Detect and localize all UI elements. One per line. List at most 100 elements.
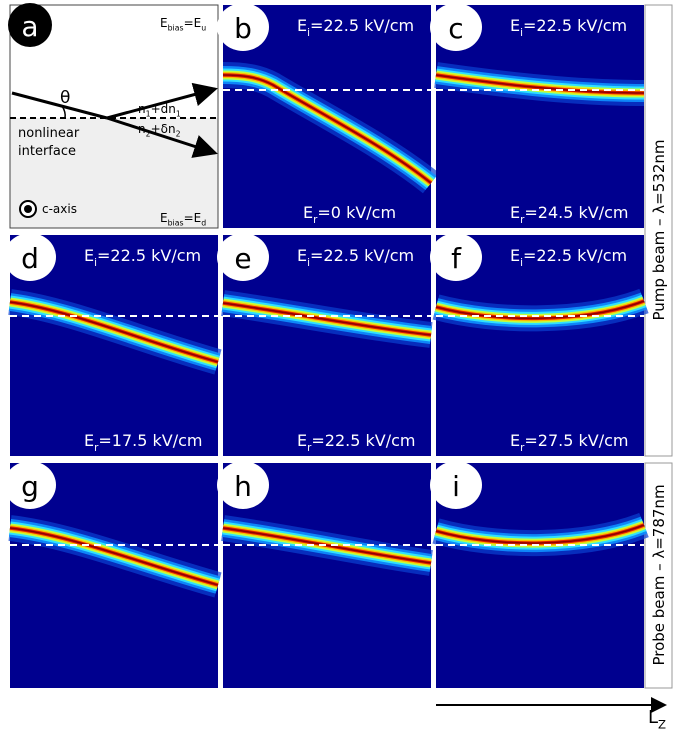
bias-label: Ebias=Ed (160, 211, 206, 228)
beam (435, 74, 645, 94)
text-run: =24.5 kV/cm (524, 203, 628, 222)
text-run: E (297, 246, 307, 265)
text-run: =22.5 kV/cm (310, 16, 414, 35)
text-run: r (94, 442, 99, 454)
text-run: r (313, 214, 318, 226)
axis-dot (24, 205, 32, 213)
field-label: Ei=22.5 kV/cm (297, 16, 414, 39)
letter-bg (4, 233, 56, 281)
field-label: Ei=22.5 kV/cm (510, 16, 627, 39)
panel-letter: b (234, 12, 252, 45)
field-label: Er=22.5 kV/cm (297, 431, 416, 454)
text-run: r (520, 214, 525, 226)
panel (8, 463, 222, 688)
text-run: r (307, 442, 312, 454)
text-run: d (201, 219, 206, 228)
panel (222, 5, 440, 228)
panel (221, 463, 433, 688)
field-label: Ei=22.5 kV/cm (510, 246, 627, 269)
beam (222, 302, 432, 336)
side-label: Pump beam – λ=532nm (650, 140, 668, 321)
text-run: 1 (146, 110, 151, 119)
interface-label: nonlinear (18, 126, 80, 141)
text-run: E (84, 246, 94, 265)
text-run: Z (658, 717, 666, 729)
lz-label: LZ (648, 707, 666, 729)
panel-letter: i (452, 470, 460, 503)
incident-ray (11, 91, 108, 120)
panel-letter: g (21, 470, 39, 503)
text-run: =E (184, 16, 202, 30)
text-run: +δn (151, 122, 176, 136)
angle-label: θ (60, 88, 70, 108)
text-run: =22.5 kV/cm (97, 246, 201, 265)
text-run: E (510, 246, 520, 265)
text-run: E (510, 16, 520, 35)
letter-bg (217, 233, 269, 281)
beam (222, 527, 432, 564)
side-label: Probe beam – λ=787nm (650, 484, 668, 665)
text-run: i (307, 27, 310, 39)
panel-letter: h (234, 470, 252, 503)
beam (435, 300, 645, 320)
panel (9, 4, 219, 229)
text-run: E (510, 203, 520, 222)
text-run: i (307, 257, 310, 269)
text-run: nonlinear (18, 126, 80, 141)
text-run: E (297, 431, 307, 450)
text-run: =E (184, 211, 202, 225)
text-run: 2 (176, 130, 181, 139)
text-run: =0 kV/cm (317, 203, 396, 222)
letter-bg (4, 461, 56, 509)
panel-letter: c (448, 12, 463, 45)
text-run: E (160, 211, 168, 225)
text-run: interface (18, 144, 76, 159)
text-run: E (160, 16, 168, 30)
index-label: n2+δn2 (138, 122, 181, 139)
beam (9, 527, 219, 586)
text-run: r (520, 442, 525, 454)
text-run: =22.5 kV/cm (310, 246, 414, 265)
text-run: +dn (151, 102, 176, 116)
text-run: 2 (146, 130, 151, 139)
text-run: u (201, 24, 206, 33)
letter-bg (430, 3, 482, 51)
field-label: Er=27.5 kV/cm (510, 431, 629, 454)
text-run: θ (60, 88, 70, 108)
beam (222, 74, 432, 184)
text-run: =27.5 kV/cm (524, 431, 628, 450)
axis-label: c-axis (42, 202, 77, 216)
text-run: E (84, 431, 94, 450)
reflected-ray (106, 82, 218, 120)
text-run: i (94, 257, 97, 269)
lower-medium (10, 118, 218, 228)
beam (435, 524, 645, 544)
side-box (644, 4, 673, 457)
field-label: Er=24.5 kV/cm (510, 203, 629, 226)
text-run: E (297, 16, 307, 35)
text-run: bias (168, 219, 184, 228)
letter-bg (217, 461, 269, 509)
text-run: i (520, 27, 523, 39)
letter-bg (217, 3, 269, 51)
text-run: E (303, 203, 313, 222)
text-run: L (648, 707, 658, 728)
field-label: Ei=22.5 kV/cm (297, 246, 414, 269)
beam (9, 301, 219, 363)
panel-letter: d (21, 242, 39, 275)
text-run: n (138, 122, 146, 136)
panel-letter: a (21, 10, 38, 43)
letter-bg (430, 461, 482, 509)
field-label: Er=17.5 kV/cm (84, 431, 203, 454)
field-label: Er=0 kV/cm (303, 203, 396, 226)
field-label: Ei=22.5 kV/cm (84, 246, 201, 269)
interface-label: interface (18, 144, 76, 159)
angle-arc (61, 105, 66, 119)
text-run: =22.5 kV/cm (523, 246, 627, 265)
text-run: =17.5 kV/cm (98, 431, 202, 450)
text-run: i (520, 257, 523, 269)
text-run: =22.5 kV/cm (311, 431, 415, 450)
panel-letter: e (234, 242, 251, 275)
refracted-ray (106, 116, 218, 158)
